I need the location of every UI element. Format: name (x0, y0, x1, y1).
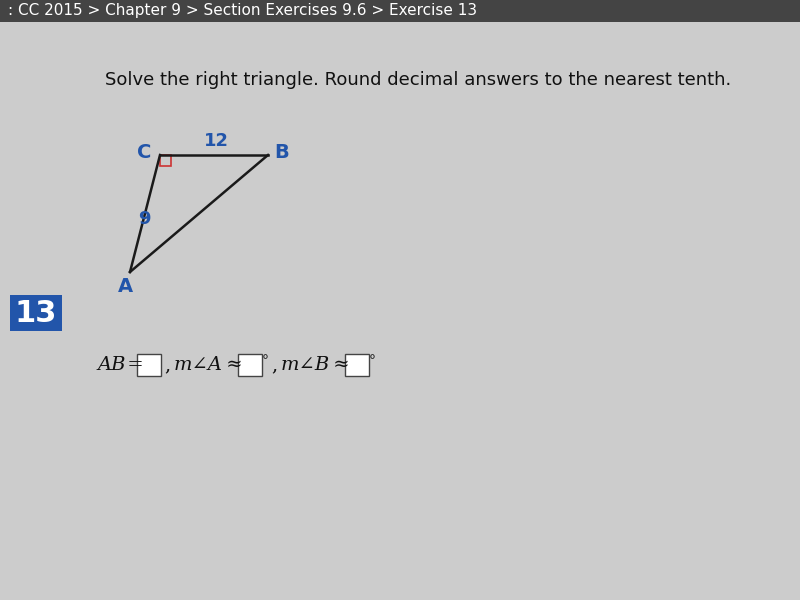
Bar (137, 354, 161, 376)
Text: ≈: ≈ (220, 356, 242, 374)
Bar (10, 295, 62, 331)
Text: m∠B: m∠B (281, 356, 330, 374)
Text: Solve the right triangle. Round decimal answers to the nearest tenth.: Solve the right triangle. Round decimal … (105, 71, 731, 89)
Text: ≈: ≈ (327, 356, 350, 374)
Text: AB: AB (97, 356, 126, 374)
Bar (0, 0, 800, 22)
Text: ,: , (271, 356, 277, 374)
Text: 12: 12 (203, 132, 229, 150)
Text: °: ° (262, 354, 269, 368)
Text: C: C (137, 142, 151, 161)
Text: ,: , (164, 356, 170, 374)
Text: : CC 2015 > Chapter 9 > Section Exercises 9.6 > Exercise 13: : CC 2015 > Chapter 9 > Section Exercise… (8, 4, 477, 19)
Text: A: A (118, 277, 133, 295)
Bar (160, 155, 171, 166)
Bar (345, 354, 369, 376)
Text: =: = (121, 356, 144, 374)
Text: 13: 13 (15, 298, 57, 328)
Text: B: B (274, 143, 290, 163)
Text: m∠A: m∠A (174, 356, 223, 374)
Bar (238, 354, 262, 376)
Text: 9: 9 (138, 209, 150, 227)
Text: °: ° (369, 354, 376, 368)
